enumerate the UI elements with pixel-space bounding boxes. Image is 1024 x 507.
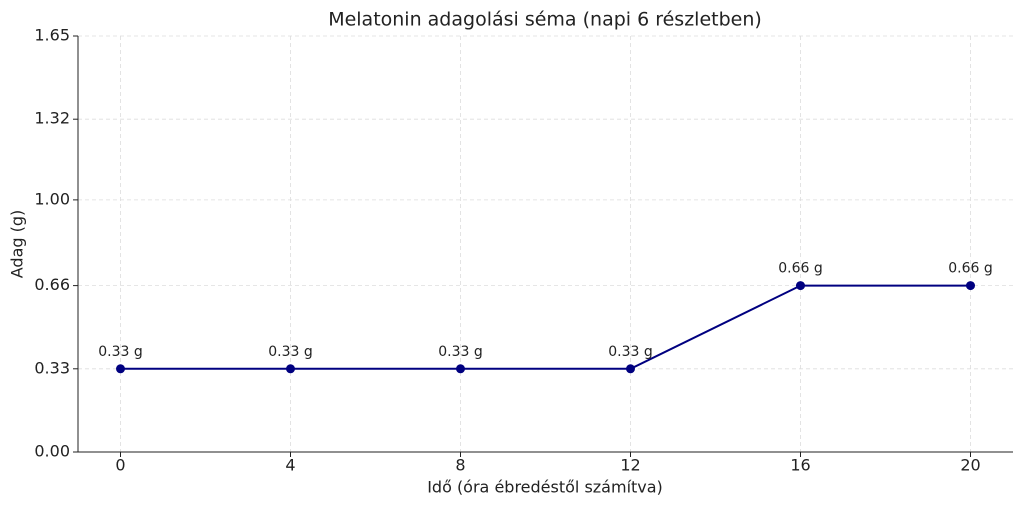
y-axis-label: Adag (g) bbox=[8, 210, 27, 279]
point bbox=[966, 281, 975, 291]
value-label: 0.33 g bbox=[438, 344, 483, 360]
y-tick-label: 0.66 bbox=[34, 275, 70, 294]
value-label: 0.33 g bbox=[608, 344, 653, 360]
y-tick-label: 1.00 bbox=[34, 189, 70, 208]
point bbox=[116, 364, 125, 374]
value-label: 0.66 g bbox=[778, 261, 823, 277]
point bbox=[456, 364, 465, 374]
point bbox=[626, 364, 635, 374]
y-tick-label: 0.00 bbox=[34, 442, 70, 461]
line bbox=[120, 284, 971, 370]
value-label: 0.66 g bbox=[948, 261, 993, 277]
x-tick-label: 8 bbox=[455, 456, 465, 475]
y-tick-label: 1.32 bbox=[34, 109, 70, 128]
value-label: 0.33 g bbox=[98, 344, 143, 360]
value-label: 0.33 g bbox=[268, 344, 313, 360]
x-tick-label: 4 bbox=[285, 456, 295, 475]
x-tick-label: 16 bbox=[790, 456, 810, 475]
y-tick-label: 1.65 bbox=[34, 26, 70, 45]
point bbox=[286, 364, 295, 374]
x-tick-label: 0 bbox=[115, 456, 125, 475]
chart-title: Melatonin adagolási séma (napi 6 részlet… bbox=[328, 9, 762, 31]
x-tick-label: 12 bbox=[620, 456, 640, 475]
x-axis-label: Idő (óra ébredéstől számítva) bbox=[427, 478, 663, 497]
x-tick-label: 20 bbox=[960, 456, 980, 475]
point bbox=[796, 281, 805, 291]
y-tick-label: 0.33 bbox=[34, 358, 70, 377]
